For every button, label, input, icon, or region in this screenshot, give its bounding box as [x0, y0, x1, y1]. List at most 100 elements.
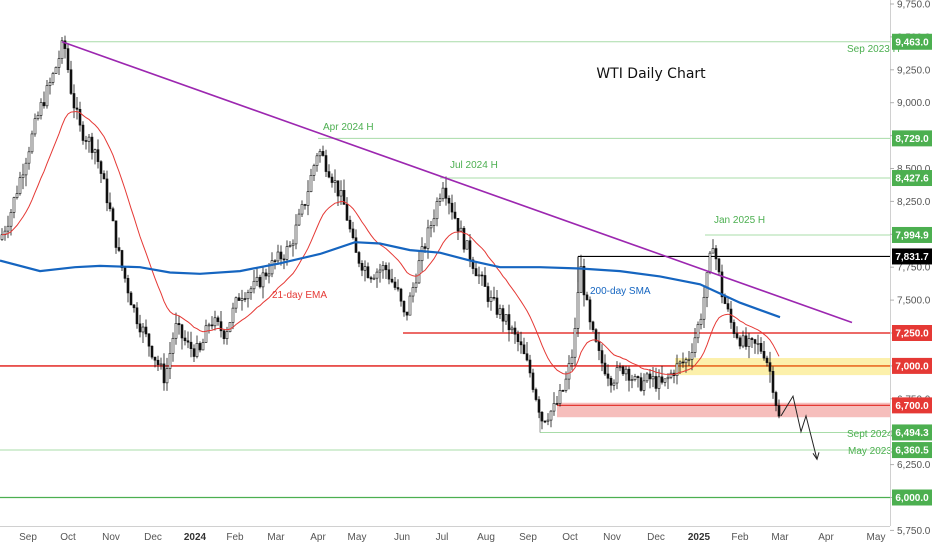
candle-body — [390, 278, 394, 283]
candle-body — [249, 288, 253, 293]
candle-body — [363, 266, 367, 271]
candle-body — [372, 277, 376, 280]
candle-body — [183, 337, 187, 342]
moving-averages — [0, 110, 781, 375]
candle-body — [321, 151, 325, 156]
candle-body — [399, 288, 403, 302]
candle-body — [594, 329, 598, 342]
candle-body — [432, 218, 436, 226]
candle-body — [60, 40, 64, 59]
candle-body — [690, 352, 694, 360]
candle-body — [450, 202, 454, 213]
candle-body — [78, 108, 82, 126]
candle-body — [93, 149, 97, 153]
candle-body — [498, 308, 502, 315]
price-label-text: 6,000.0 — [895, 493, 929, 504]
candle-body — [645, 373, 649, 382]
candle-body — [279, 251, 283, 260]
candle-body — [150, 345, 154, 358]
candle-body — [267, 273, 271, 277]
candle-body — [48, 82, 52, 86]
x-tick-label: Feb — [731, 532, 749, 543]
candle-body — [192, 348, 196, 357]
candle-body — [516, 333, 520, 342]
candle-body — [654, 376, 658, 389]
candle-body — [711, 248, 715, 254]
candle-body — [144, 326, 148, 335]
candle-body — [306, 191, 310, 206]
candle-body — [555, 403, 559, 405]
candle-body — [156, 359, 160, 365]
candle-body — [294, 224, 298, 245]
candle-body — [633, 376, 637, 380]
annotation-label: Jan 2025 H — [714, 215, 765, 226]
annotations: Sep 2023 H Apr 2024 H Jul 2024 H Jan 2025 H… — [272, 44, 901, 457]
candle-body — [657, 376, 661, 389]
candle-body — [411, 287, 415, 297]
x-tick-label: Apr — [310, 532, 326, 543]
candle-body — [474, 268, 478, 277]
candle-body — [351, 228, 355, 239]
candle-body — [243, 298, 247, 300]
candle-body — [741, 335, 745, 347]
candle-body — [408, 295, 412, 316]
candle-body — [177, 323, 181, 326]
candle-body — [138, 323, 142, 333]
indicator-label: 200-day SMA — [590, 286, 651, 297]
projection-path — [780, 394, 818, 460]
y-tick-label: 5,750.0 — [897, 526, 931, 537]
candle-body — [327, 171, 331, 178]
candle-body — [666, 376, 670, 380]
x-tick-label: Dec — [647, 532, 665, 543]
candle-body — [600, 350, 604, 364]
x-tick-label: 2024 — [184, 532, 207, 543]
candle-body — [297, 213, 301, 226]
candle-body — [234, 297, 238, 309]
candle-body — [81, 124, 85, 141]
candle-body — [264, 272, 268, 277]
candle-body — [39, 102, 43, 116]
candle-body — [651, 376, 655, 380]
candle-body — [252, 280, 256, 290]
candle-body — [102, 173, 106, 180]
candle-body — [282, 258, 286, 261]
price-label-tag — [892, 489, 932, 506]
candle-body — [618, 366, 622, 369]
candle-body — [522, 344, 526, 355]
candle-body — [723, 296, 727, 304]
candle-body — [330, 176, 334, 183]
candle-body — [417, 260, 421, 284]
candle-body — [324, 155, 328, 172]
candle-body — [147, 333, 151, 347]
candle-body — [489, 297, 493, 302]
candle-body — [582, 266, 586, 296]
candle-body — [699, 318, 703, 325]
candle-body — [462, 227, 466, 250]
y-tick-label: 9,000.0 — [897, 98, 931, 109]
price-label-tag — [892, 357, 932, 374]
candle-body — [333, 180, 337, 183]
chart-title: WTI Daily Chart — [596, 66, 706, 82]
annotation-label: Sep 2023 H — [847, 44, 900, 55]
candle-body — [84, 140, 88, 142]
candle-body — [120, 250, 124, 269]
price-label-tag — [892, 130, 932, 147]
candle-body — [237, 297, 241, 301]
candle-body — [693, 337, 697, 353]
candle-body — [483, 275, 487, 287]
candle-body — [246, 292, 250, 300]
candle-body — [18, 177, 22, 194]
y-tick-label: 7,750.0 — [897, 263, 931, 274]
candle-body — [342, 190, 346, 205]
price-label-tag — [892, 33, 932, 50]
candle-body — [105, 178, 109, 204]
x-tick-label: Feb — [226, 532, 244, 543]
sma-200-line — [0, 241, 781, 319]
candle-body — [426, 227, 430, 249]
candle-body — [405, 311, 409, 316]
candle-body — [255, 276, 259, 282]
candle-body — [663, 378, 667, 383]
candle-body — [51, 73, 55, 83]
candle-body — [381, 265, 385, 271]
